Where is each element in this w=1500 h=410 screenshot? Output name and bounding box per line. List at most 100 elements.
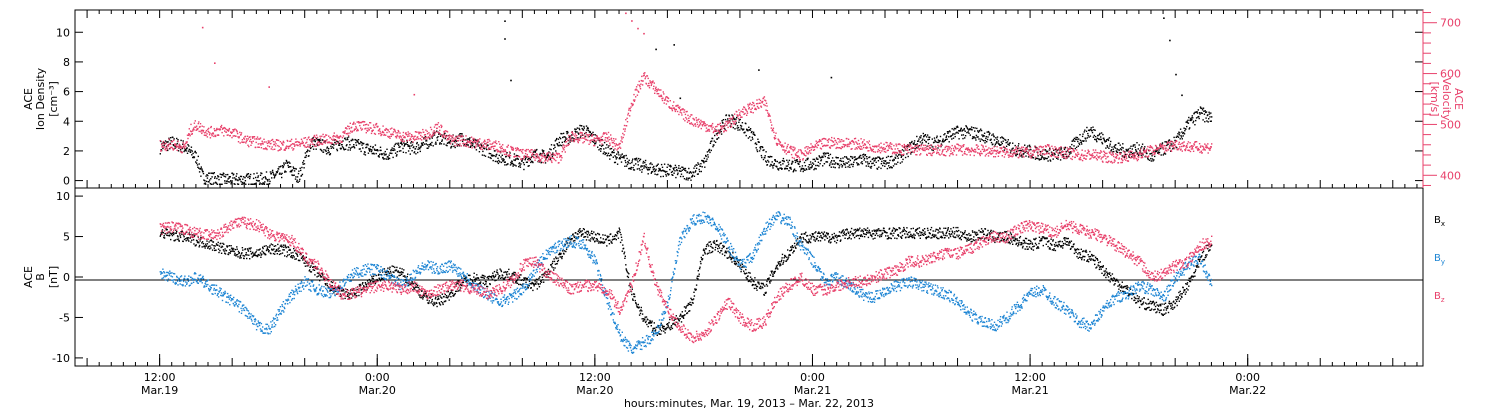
velocity-series-point [724, 125, 726, 127]
velocity-series-point [433, 130, 435, 132]
ion-density-series-point [708, 148, 711, 151]
velocity-series-point [269, 140, 271, 142]
bx-series-point [163, 235, 165, 237]
ion-density-series-point [623, 157, 625, 159]
velocity-series-point [1168, 141, 1170, 144]
velocity-series-point [459, 139, 462, 142]
velocity-series-point [1024, 147, 1027, 149]
velocity-series-point [869, 144, 871, 146]
ion-density-series-point [304, 156, 306, 159]
ion-density-series-point [275, 173, 277, 175]
ion-density-series-point [234, 179, 237, 181]
velocity-series-point [377, 125, 379, 128]
velocity-series-point [450, 138, 452, 140]
velocity-series-point [954, 145, 956, 147]
velocity-series-point [785, 149, 787, 152]
velocity-series-point [1131, 154, 1133, 156]
velocity-series-point [955, 148, 957, 150]
ion-density-series-point [1079, 139, 1082, 141]
bx-series-point [179, 235, 181, 237]
velocity-series-point [197, 122, 199, 125]
velocity-series-point [1046, 153, 1048, 155]
ion-density-series-point [988, 134, 990, 136]
ion-density-series-point [887, 162, 889, 164]
velocity-series-point [256, 136, 259, 138]
ion-density-series-point [471, 142, 473, 144]
ion-density-series-point [529, 158, 532, 161]
ion-density-series-point [869, 166, 871, 168]
ion-density-series-point [710, 140, 712, 143]
velocity-series-point [867, 150, 869, 152]
ion-density-series-point [526, 161, 528, 163]
ion-density-series-point [1020, 155, 1022, 157]
velocity-series-point [907, 149, 909, 152]
velocity-series-point [390, 135, 392, 137]
velocity-series-point [666, 96, 668, 98]
ion-density-series-point [739, 129, 741, 131]
velocity-series-point [1140, 152, 1142, 155]
velocity-series-point [1179, 146, 1181, 148]
velocity-series-point [809, 150, 811, 152]
velocity-series-point [365, 132, 367, 134]
ion-density-series-point [678, 165, 680, 167]
velocity-series-point [470, 144, 472, 146]
ion-density-series-point [757, 138, 759, 140]
ion-density-series-point [913, 143, 915, 145]
ion-density-series-point [952, 133, 954, 135]
velocity-series-point [569, 138, 571, 140]
ion-density-series-point [689, 171, 692, 173]
velocity-series-point [390, 133, 392, 135]
velocity-series-point [536, 155, 538, 158]
ion-density-series-point [653, 168, 655, 170]
ion-density-series-point [283, 164, 285, 166]
velocity-series-point [970, 147, 973, 149]
velocity-series-point [283, 141, 285, 144]
velocity-series-point [594, 144, 596, 147]
velocity-series-point [883, 150, 886, 153]
ion-density-series-point [634, 159, 636, 161]
ion-density-series-point [1017, 145, 1019, 147]
velocity-series-point [1186, 146, 1188, 148]
ion-density-series-point [462, 138, 465, 140]
velocity-series-point [325, 134, 328, 136]
velocity-series-point [248, 136, 250, 138]
ion-density-series-point [1135, 150, 1138, 153]
ion-density-series-point [426, 144, 429, 146]
velocity-series-point [560, 159, 562, 161]
ion-density-series-point [196, 159, 198, 161]
ion-density-series-point [419, 148, 421, 150]
ion-density-series-point [1084, 129, 1086, 131]
ion-density-series-point [868, 156, 870, 159]
velocity-series-point [314, 136, 316, 139]
velocity-series-point [438, 132, 440, 134]
velocity-series-point [1017, 150, 1019, 152]
velocity-series-point [309, 139, 311, 141]
ion-density-series-point [433, 132, 435, 135]
velocity-series-point [408, 135, 410, 137]
ion-density-series-point [943, 134, 945, 136]
velocity-series-point [1012, 149, 1015, 151]
velocity-series-point [674, 110, 677, 113]
velocity-series-point [424, 134, 427, 136]
velocity-series-point [181, 151, 183, 153]
ion-density-series-point [497, 157, 499, 159]
velocity-series-point [527, 156, 530, 158]
ion-density-series-point [1147, 158, 1149, 161]
velocity-series-point [893, 151, 895, 153]
velocity-series-point [901, 145, 904, 147]
ion-density-series-point [1009, 142, 1011, 144]
velocity-series-point [562, 144, 565, 146]
ion-density-series-point [195, 161, 197, 163]
ion-density-series-point [1174, 139, 1177, 142]
velocity-series-point [581, 132, 583, 134]
velocity-series-point [319, 142, 321, 144]
ion-density-series-point [883, 160, 885, 162]
ion-density-series-point [924, 134, 927, 136]
velocity-series-point [765, 109, 767, 111]
ion-density-series-point [542, 150, 544, 152]
velocity-series-point [178, 143, 180, 146]
ion-density-series-point [239, 175, 242, 178]
velocity-series-point [322, 133, 324, 136]
velocity-series-point [733, 113, 736, 115]
ion-density-series-point [752, 138, 754, 140]
